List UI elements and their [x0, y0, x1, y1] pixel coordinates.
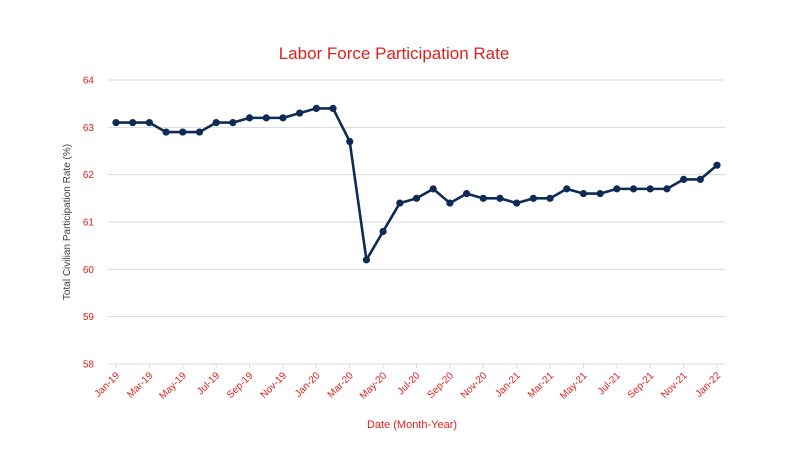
- x-axis-label: Date (Month-Year): [367, 419, 457, 431]
- data-point: [579, 190, 588, 198]
- x-tick-label: Sep-19: [225, 370, 256, 401]
- x-axis-ticks: Jan-19 Mar-19 May-19 Jul-19 Sep-19 Nov-19 Jan-…: [93, 364, 724, 402]
- x-tick-label: May-20: [358, 370, 390, 402]
- data-point: [680, 175, 688, 183]
- y-tick-label: 63: [83, 123, 95, 134]
- gridlines: [108, 79, 725, 365]
- y-tick-label: 61: [83, 218, 95, 229]
- data-point: [129, 119, 137, 127]
- data-point: [663, 185, 671, 193]
- data-point: [513, 199, 521, 207]
- x-tick-label: Jul-21: [596, 370, 623, 397]
- x-tick-label: May-19: [158, 370, 190, 402]
- data-point: [362, 256, 371, 264]
- x-tick-label: Jul-19: [195, 370, 222, 397]
- x-tick-label: Jul-20: [396, 370, 423, 397]
- data-point: [629, 185, 638, 193]
- series-line-layer: [116, 107, 718, 262]
- data-point: [346, 137, 354, 146]
- x-tick-label: Jan-21: [493, 370, 523, 400]
- data-point: [646, 185, 654, 193]
- x-tick-label: Sep-21: [626, 370, 657, 401]
- data-point: [229, 119, 237, 127]
- data-point: [195, 128, 204, 136]
- data-point: [429, 185, 437, 193]
- data-point: [529, 194, 537, 202]
- chart-title: Labor Force Participation Rate: [279, 44, 510, 63]
- x-tick-label: Jan-19: [93, 370, 123, 400]
- data-point: [462, 190, 471, 198]
- data-point: [279, 114, 287, 122]
- x-tick-label: Nov-20: [459, 370, 490, 401]
- y-tick-label: 59: [83, 312, 95, 323]
- data-point: [713, 161, 721, 169]
- data-point: [145, 119, 153, 127]
- data-point: [563, 185, 571, 193]
- x-tick-label: Sep-20: [425, 370, 456, 401]
- data-point: [696, 175, 704, 183]
- x-tick-label: Nov-19: [258, 370, 289, 401]
- x-tick-label: Mar-20: [326, 370, 356, 400]
- y-axis-label: Total Civilian Participation Rate (%): [62, 144, 73, 300]
- data-point: [329, 104, 337, 112]
- y-tick-label: 58: [83, 360, 95, 371]
- data-point: [112, 119, 120, 127]
- data-point: [446, 199, 454, 207]
- data-point: [296, 109, 304, 117]
- data-point: [479, 194, 487, 202]
- x-tick-label: May-21: [558, 370, 590, 402]
- y-axis-ticks: 58 59 60 61 62 63 64: [83, 76, 95, 371]
- data-point: [412, 194, 421, 202]
- data-point: [396, 199, 404, 207]
- data-point: [496, 194, 504, 202]
- x-tick-label: Mar-21: [526, 370, 556, 400]
- y-tick-label: 60: [83, 265, 95, 276]
- x-tick-label: Jan-22: [694, 370, 724, 400]
- data-point: [262, 114, 270, 122]
- x-tick-label: Jan-20: [293, 370, 323, 400]
- data-point: [379, 227, 387, 236]
- data-point: [212, 119, 220, 127]
- series-points: [112, 104, 721, 264]
- data-point: [245, 114, 254, 122]
- data-point: [162, 128, 170, 136]
- data-point: [596, 190, 604, 198]
- x-tick-label: Nov-21: [659, 370, 690, 401]
- data-point: [179, 128, 187, 136]
- y-tick-label: 64: [83, 76, 95, 87]
- data-point: [312, 104, 320, 112]
- series-line: [116, 107, 718, 262]
- x-tick-label: Mar-19: [125, 370, 155, 400]
- data-point: [546, 194, 554, 202]
- data-point: [613, 185, 621, 193]
- y-tick-label: 62: [83, 170, 95, 181]
